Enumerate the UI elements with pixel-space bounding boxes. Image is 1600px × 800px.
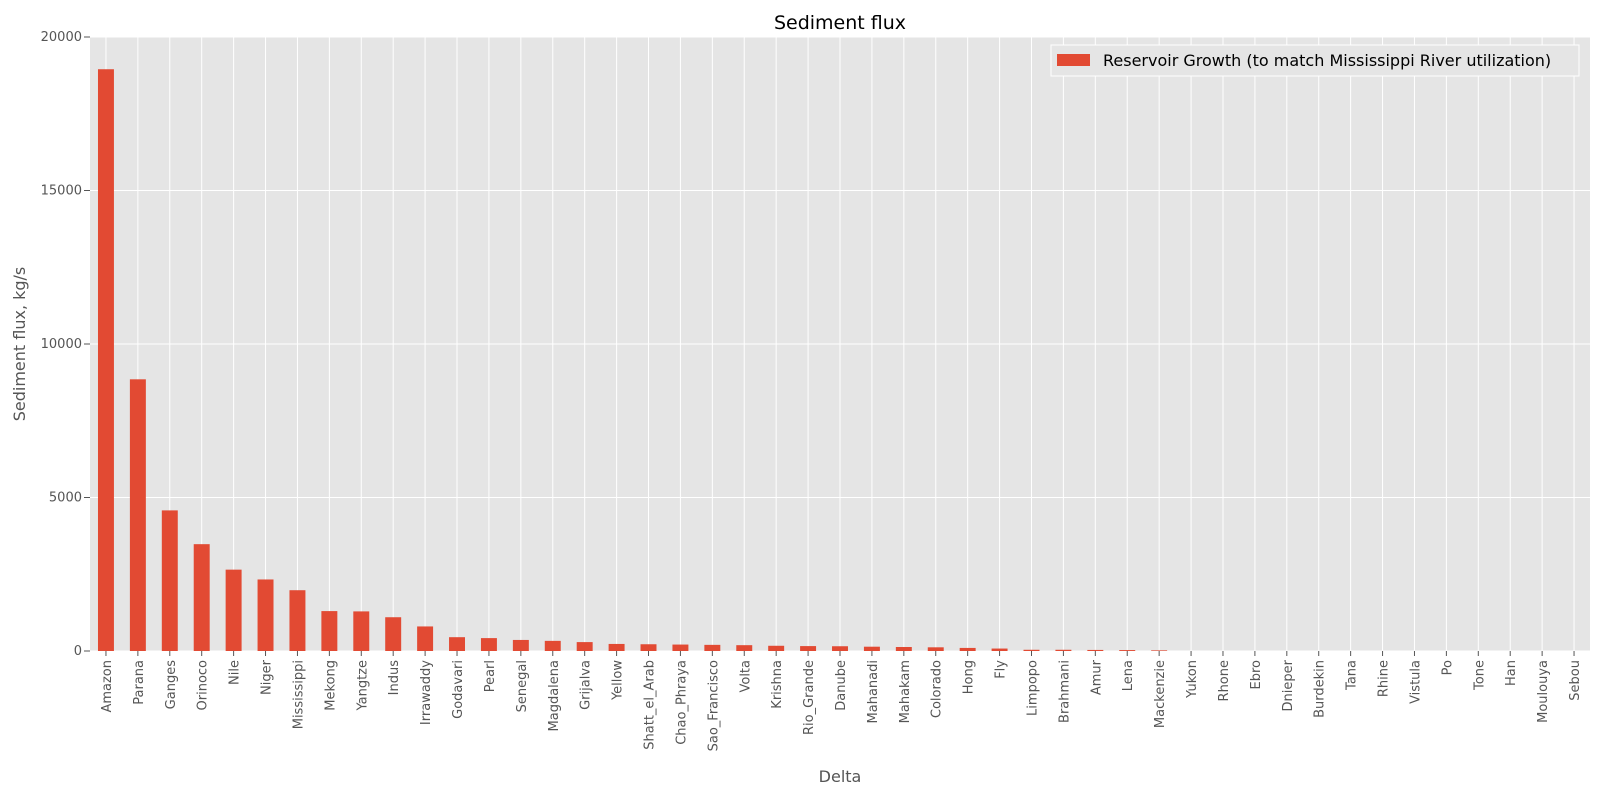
y-tick-label: 15000 [41, 184, 82, 199]
x-tick-label: Grijalva [579, 660, 594, 710]
x-tick-label: Mahanadi [866, 660, 881, 723]
x-tick-label: Yellow [611, 660, 626, 701]
x-tick-label: Krishna [770, 660, 785, 709]
x-tick-label: Lena [1121, 660, 1136, 691]
bar [257, 579, 274, 651]
x-tick-label: Po [1440, 660, 1455, 675]
x-tick-label: Volta [738, 660, 753, 693]
bar [353, 611, 370, 651]
y-tick-label: 10000 [41, 337, 82, 352]
x-tick-label: Yangtze [355, 660, 370, 712]
x-tick-label: Amur [1089, 659, 1104, 695]
x-tick-label: Sao_Francisco [706, 660, 721, 751]
bar [863, 646, 880, 651]
bar [225, 569, 242, 651]
bar [193, 544, 210, 651]
bar [512, 639, 529, 651]
y-tick-label: 20000 [41, 30, 82, 45]
x-tick-label: Limpopo [1025, 660, 1040, 716]
bar [640, 644, 657, 651]
bar [704, 644, 721, 651]
x-tick-label: Indus [387, 660, 402, 696]
bar [129, 379, 146, 651]
x-tick-label: Rio_Grande [802, 660, 817, 735]
x-tick-label: Mekong [323, 660, 338, 711]
x-tick-label: Rhone [1217, 660, 1232, 701]
x-tick-label: Rhine [1377, 660, 1392, 697]
bar [959, 647, 976, 651]
bar [449, 637, 465, 651]
x-tick-label: Amazon [100, 660, 115, 713]
bar [1023, 649, 1040, 651]
bar [480, 638, 497, 651]
x-tick-label: Mississippi [291, 660, 306, 729]
bar [289, 590, 306, 651]
bar [1087, 649, 1104, 651]
legend-box [1050, 44, 1580, 77]
chart-title: Sediment flux [774, 12, 906, 34]
bar [736, 645, 753, 651]
x-tick-label: Irrawaddy [419, 660, 434, 725]
bar [1119, 650, 1136, 651]
x-tick-label: Niger [260, 659, 275, 695]
x-tick-label: Burdekin [1313, 660, 1328, 718]
x-tick-label: Moulouya [1536, 660, 1551, 723]
x-tick-label: Ganges [164, 660, 179, 710]
x-tick-label: Brahmani [1057, 660, 1072, 723]
x-tick-label: Danube [834, 660, 849, 711]
x-tick-label: Chao_Phraya [674, 660, 689, 745]
bar [417, 626, 434, 651]
bar [544, 640, 561, 651]
x-tick-label: Tana [1345, 660, 1360, 691]
x-tick-label: Dnieper [1281, 659, 1296, 711]
bar [768, 645, 785, 651]
x-tick-label: Shatt_el_Arab [643, 660, 658, 750]
x-tick-label: Sebou [1568, 660, 1583, 701]
bar [576, 642, 593, 651]
grid-lines [90, 36, 1590, 652]
x-tick-label: Han [1504, 660, 1519, 686]
y-tick-label: 0 [74, 644, 82, 659]
bar [991, 648, 1008, 651]
x-tick-label: Nile [228, 660, 243, 685]
bar [608, 643, 625, 651]
x-tick-label: Hong [962, 660, 977, 694]
legend-swatch [1057, 54, 1090, 66]
x-tick-label: Magdalena [547, 660, 562, 731]
x-tick-label: Vistula [1408, 660, 1423, 704]
y-axis: 0 5000 10000 15000 20000 [41, 30, 90, 659]
bar [832, 646, 848, 651]
x-tick-label: Colorado [930, 660, 945, 718]
y-axis-label: Sediment flux, kg/s [10, 267, 29, 422]
x-tick-label: Tone [1472, 660, 1487, 691]
x-tick-label: Orinoco [196, 660, 211, 711]
bar-series [97, 69, 1168, 652]
legend-label: Reservoir Growth (to match Mississippi R… [1103, 51, 1551, 70]
bar [927, 647, 944, 651]
bar [385, 617, 402, 651]
x-tick-label: Senegal [515, 660, 530, 712]
bar [1151, 650, 1168, 651]
x-tick-label: Yukon [1185, 660, 1200, 699]
bar [800, 646, 817, 651]
x-tick-label: Parana [132, 660, 147, 705]
legend: Reservoir Growth (to match Mississippi R… [1050, 44, 1580, 77]
x-axis-label: Delta [819, 767, 862, 786]
y-tick-label: 5000 [49, 491, 82, 506]
x-tick-label: Mackenzie [1153, 660, 1168, 728]
x-tick-label: Ebro [1249, 660, 1264, 690]
x-axis: Amazon Parana Ganges Orinoco Nile Niger Missis… [100, 651, 1583, 751]
bar [895, 647, 912, 651]
x-tick-label: Fly [994, 660, 1009, 679]
bar [1055, 649, 1072, 651]
x-tick-label: Pearl [483, 660, 498, 692]
bar [97, 69, 114, 652]
x-tick-label: Mahakam [898, 660, 913, 723]
bar [321, 611, 338, 651]
bar [672, 644, 689, 651]
bar [161, 510, 178, 651]
x-tick-label: Godavari [451, 660, 466, 719]
